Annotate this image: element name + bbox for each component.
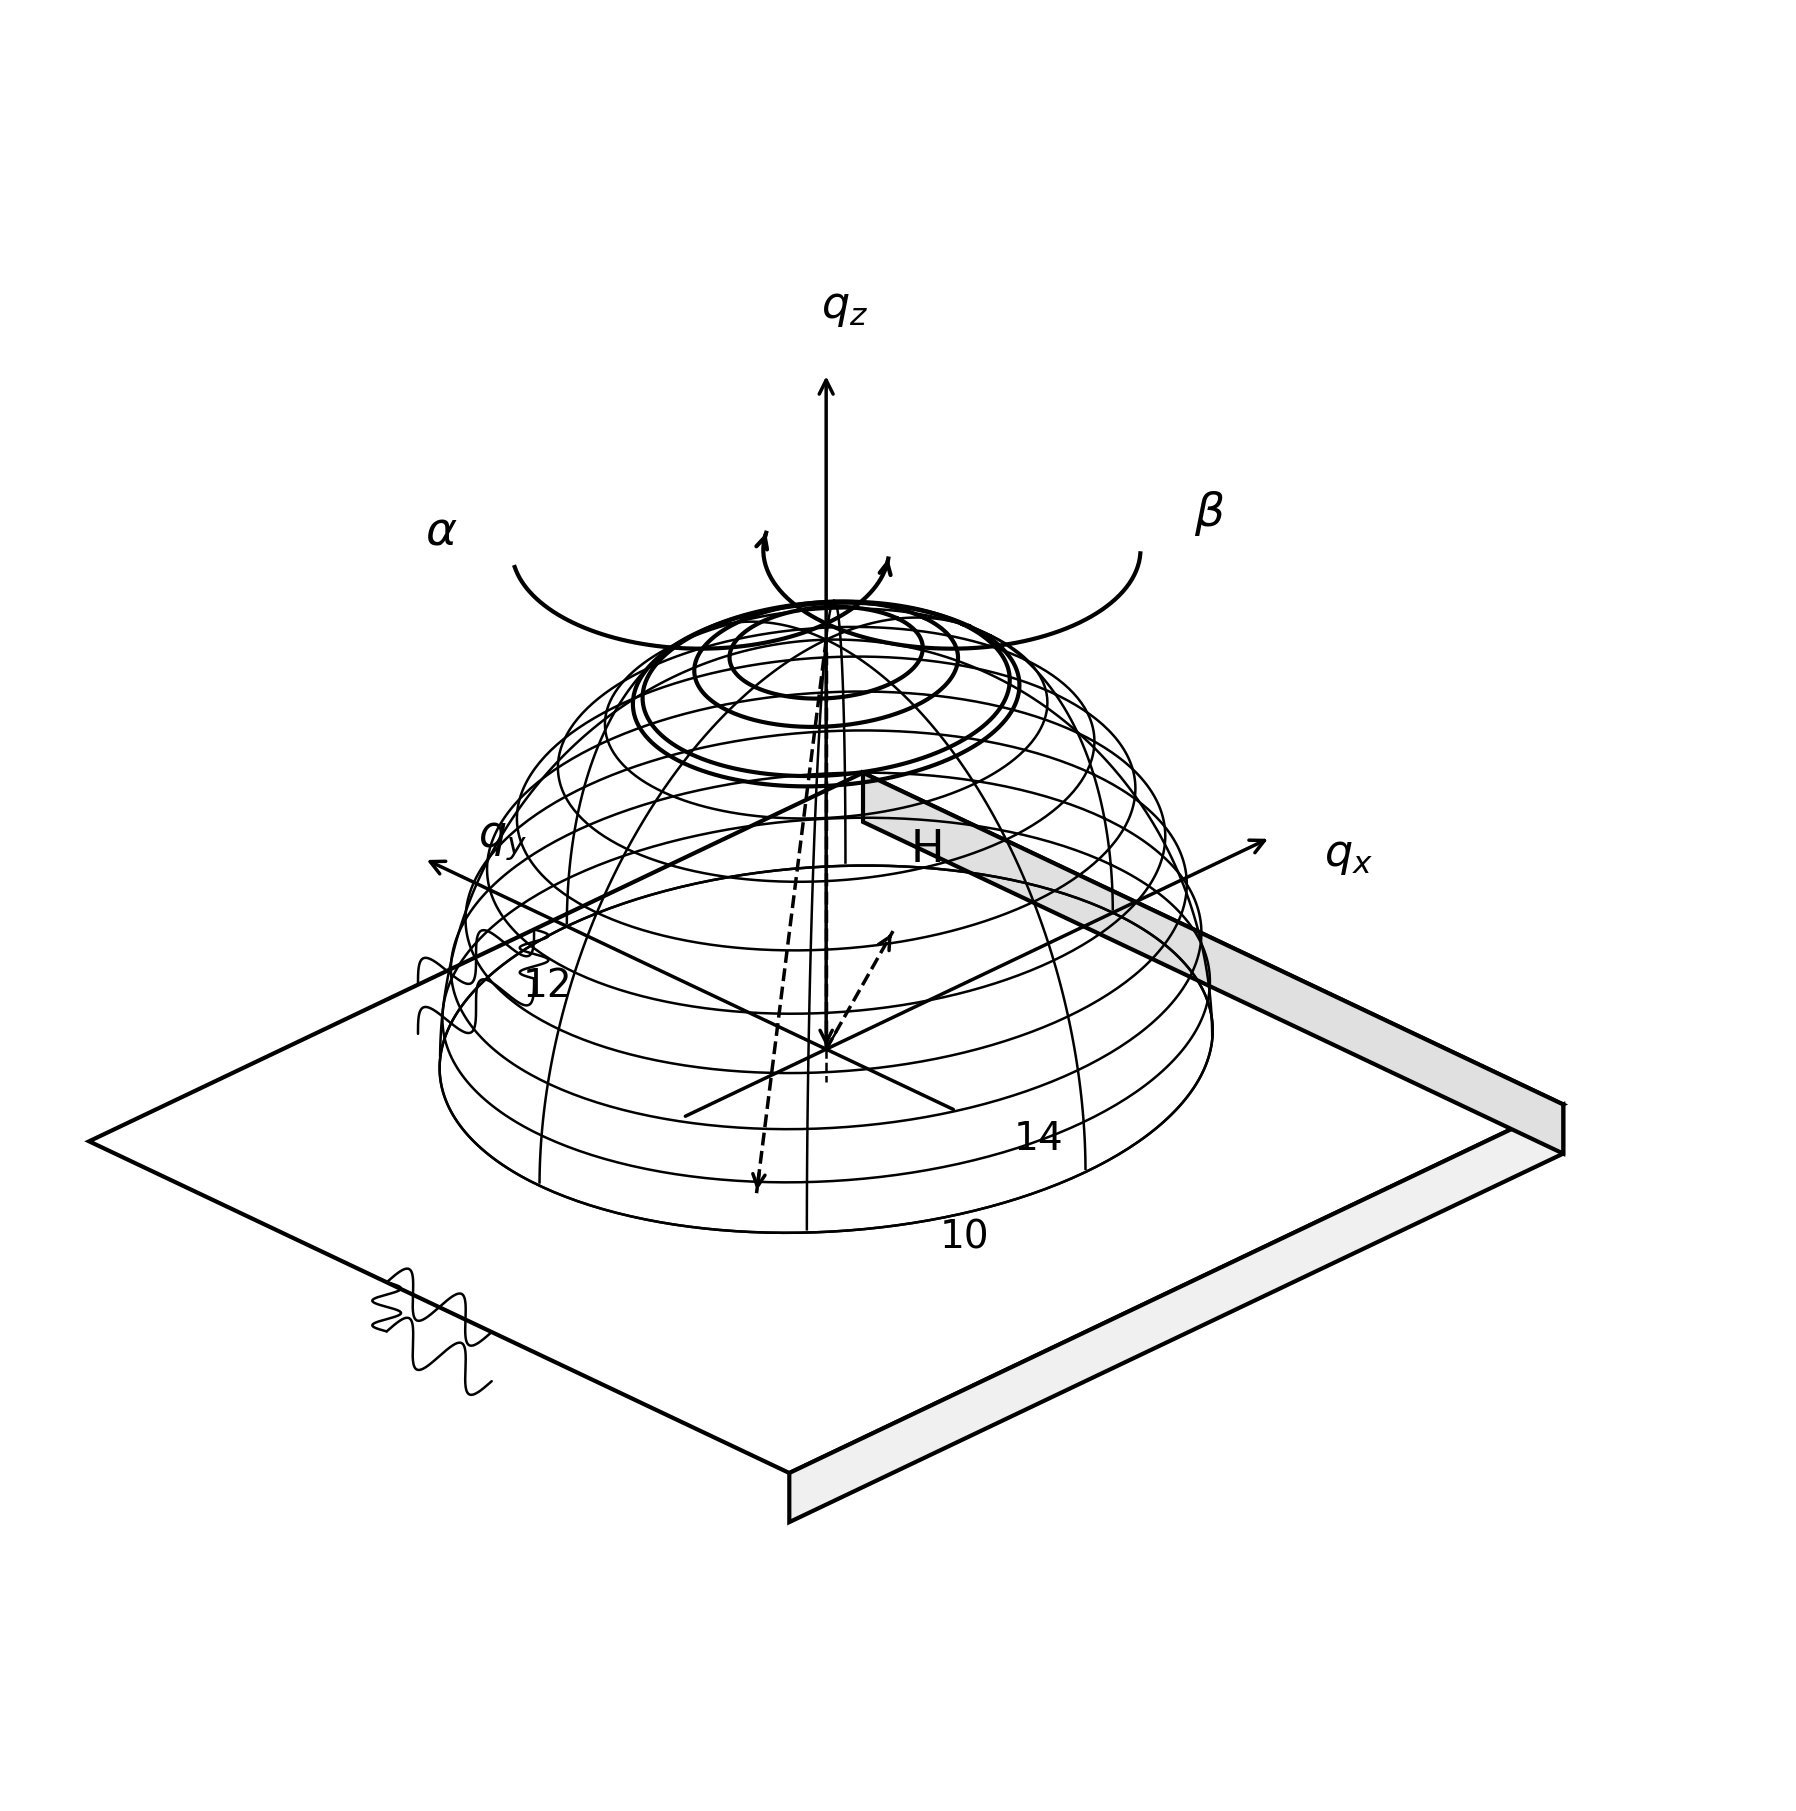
- Text: $\beta$: $\beta$: [1194, 489, 1225, 538]
- Text: 14: 14: [1015, 1119, 1063, 1157]
- Text: H: H: [911, 828, 945, 871]
- Polygon shape: [90, 773, 1563, 1472]
- Text: $q_x$: $q_x$: [1324, 835, 1374, 877]
- Text: $q_z$: $q_z$: [821, 286, 867, 328]
- Text: $q_y$: $q_y$: [478, 819, 526, 862]
- Polygon shape: [864, 773, 1563, 1154]
- Text: 10: 10: [939, 1219, 990, 1257]
- Text: 12: 12: [523, 967, 573, 1005]
- Polygon shape: [788, 1105, 1563, 1521]
- Text: $\alpha$: $\alpha$: [426, 509, 458, 554]
